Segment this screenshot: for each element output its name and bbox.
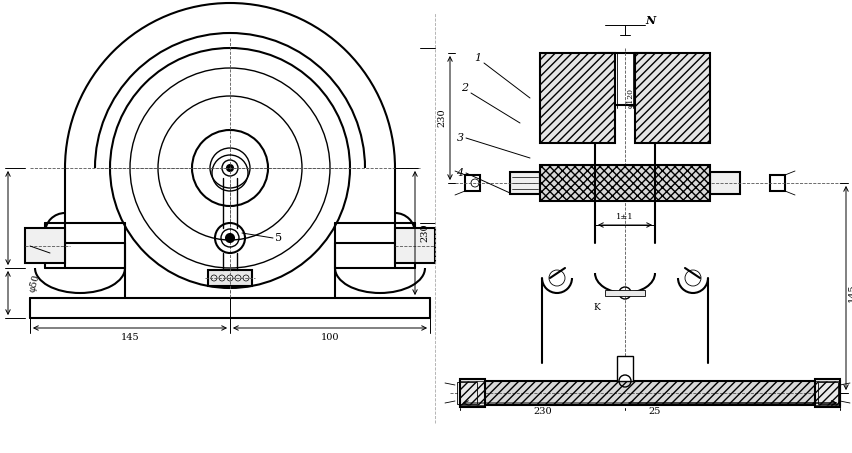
Bar (460, 381, 840, 405)
Text: 1±1: 1±1 (616, 213, 634, 221)
Text: 230: 230 (533, 406, 552, 415)
Text: N: N (645, 15, 655, 26)
Bar (25, 228, 65, 263)
Text: 145: 145 (848, 284, 852, 302)
Bar (635, 53, 710, 143)
Bar (815, 379, 840, 407)
Bar (457, 382, 477, 404)
Bar (540, 53, 615, 143)
Bar (770, 175, 785, 191)
Text: φ120: φ120 (627, 88, 635, 108)
Bar (460, 381, 840, 405)
Bar (818, 382, 838, 404)
Text: 2: 2 (462, 83, 469, 93)
Text: 3: 3 (457, 133, 463, 143)
Circle shape (227, 165, 233, 171)
Bar (460, 379, 485, 407)
Text: 230: 230 (421, 224, 429, 242)
Bar (540, 165, 710, 201)
Text: 145: 145 (121, 333, 140, 342)
Text: 100: 100 (320, 333, 339, 342)
Text: 5: 5 (275, 233, 282, 243)
Bar (540, 53, 615, 143)
Text: 230: 230 (437, 109, 446, 127)
Bar (540, 165, 710, 201)
Circle shape (226, 234, 234, 242)
Text: φ50: φ50 (28, 273, 42, 293)
Text: 1: 1 (475, 53, 481, 63)
Bar (208, 270, 252, 286)
Text: 25: 25 (649, 406, 661, 415)
Bar (710, 172, 740, 194)
Bar (617, 356, 633, 381)
Bar (510, 172, 540, 194)
Bar (605, 290, 645, 296)
Bar (465, 175, 480, 191)
Bar (635, 53, 710, 143)
Text: K: K (594, 303, 601, 312)
Bar (395, 228, 435, 263)
Text: 4: 4 (457, 168, 463, 178)
